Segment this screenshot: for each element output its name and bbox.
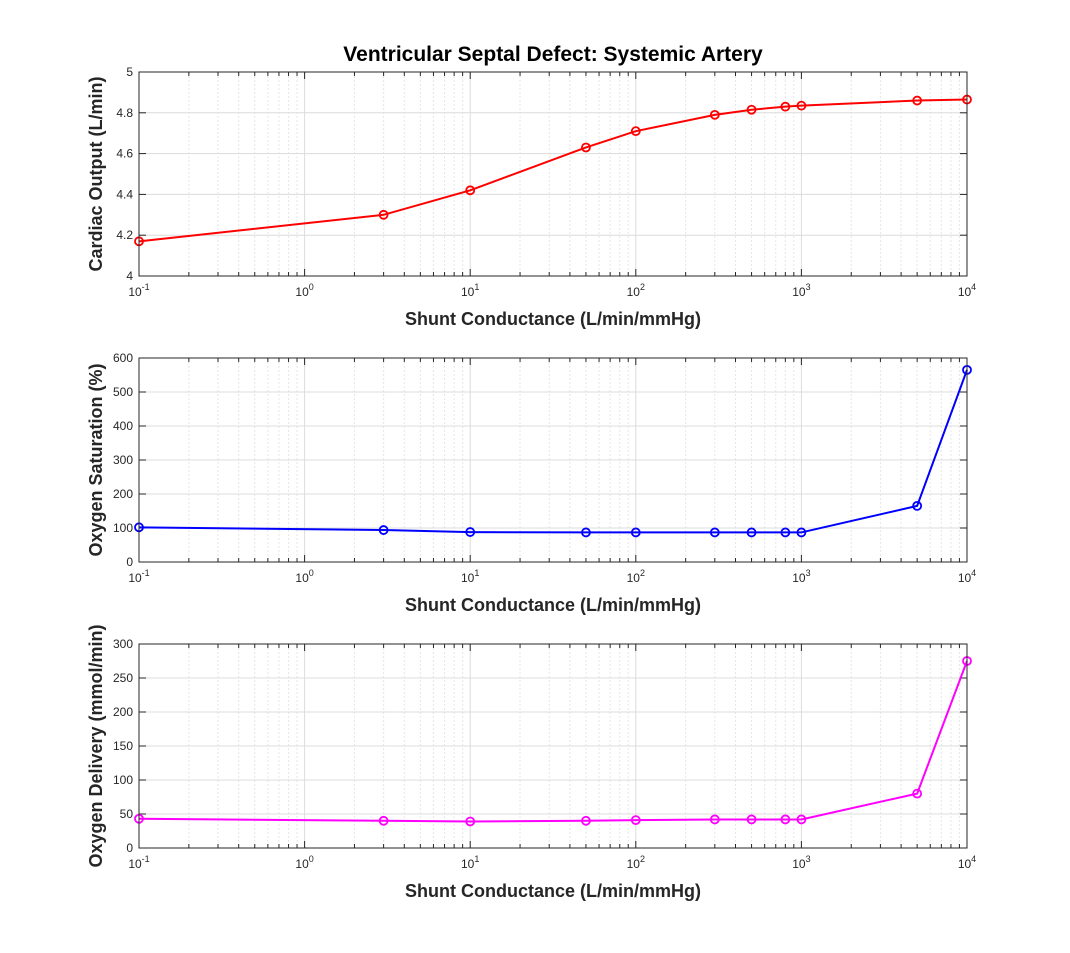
oxygen-delivery-series-line xyxy=(138,660,968,823)
oxygen-delivery-data-point xyxy=(378,815,389,826)
oxygen-saturation-data-point xyxy=(780,527,791,538)
oxygen-saturation-y-tick-label: 0 xyxy=(126,555,133,569)
cardiac-output-data-point xyxy=(780,101,791,112)
oxygen-delivery-axes-frame xyxy=(138,643,968,849)
cardiac-output-y-axis-label: Cardiac Output (L/min) xyxy=(86,77,106,272)
cardiac-output-y-tick-label: 4 xyxy=(126,269,133,283)
oxygen-saturation-y-tick-label: 500 xyxy=(113,385,133,399)
cardiac-output-data-point xyxy=(746,104,757,115)
oxygen-delivery-data-point xyxy=(912,788,923,799)
oxygen-saturation-data-point xyxy=(581,527,591,538)
oxygen-saturation-data-point xyxy=(746,527,757,538)
cardiac-output-x-tick-label: 101 xyxy=(461,282,479,299)
oxygen-delivery-x-tick-label: 104 xyxy=(958,854,976,871)
cardiac-output-x-axis-label: Shunt Conductance (L/min/mmHg) xyxy=(405,309,701,329)
cardiac-output-ticks: 4 4.2 4.4 4.6 4.8 5 10-1 100 101 102 103 104 xyxy=(116,65,976,299)
oxygen-delivery-x-tick-label: 103 xyxy=(792,854,810,871)
oxygen-delivery-x-tick-label: 100 xyxy=(295,854,313,871)
oxygen-saturation-axes-frame xyxy=(138,357,968,563)
figure-title: Ventricular Septal Defect: Systemic Arte… xyxy=(343,43,763,66)
cardiac-output-y-tick-label: 4.2 xyxy=(116,228,133,242)
oxygen-delivery-y-axis-label: Oxygen Delivery (mmol/min) xyxy=(86,624,106,867)
cardiac-output-x-tick-label: 10-1 xyxy=(128,282,149,299)
oxygen-delivery-ticks: 0 50 100 150 200 250 300 10-1 100 101 102 103 104 xyxy=(113,637,976,871)
oxygen-delivery-x-tick-label: 101 xyxy=(461,854,479,871)
oxygen-saturation-series-line xyxy=(138,369,968,534)
oxygen-delivery-x-tick-label: 102 xyxy=(627,854,645,871)
oxygen-saturation-x-tick-label: 10-1 xyxy=(128,568,149,585)
oxygen-delivery-data-point xyxy=(465,816,476,827)
oxygen-saturation-x-tick-label: 100 xyxy=(295,568,313,585)
oxygen-saturation-data-point xyxy=(709,527,720,538)
oxygen-delivery-y-tick-label: 100 xyxy=(113,773,133,787)
subplots-container: 4 4.2 4.4 4.6 4.8 5 10-1 100 101 102 103 104 Shunt C… xyxy=(86,65,976,901)
oxygen-saturation-y-tick-label: 100 xyxy=(113,521,133,535)
oxygen-delivery-data-point xyxy=(796,814,807,825)
oxygen-saturation-data-point xyxy=(378,525,389,535)
oxygen-saturation-subplot: 0 100 200 300 400 500 600 10-1 100 101 102 103 104 Sh… xyxy=(86,351,976,615)
oxygen-saturation-y-tick-label: 600 xyxy=(113,351,133,365)
cardiac-output-data-point xyxy=(378,209,389,220)
cardiac-output-series-line xyxy=(138,98,968,243)
oxygen-saturation-x-tick-label: 102 xyxy=(627,568,645,585)
oxygen-delivery-data-point xyxy=(746,814,757,825)
cardiac-output-axes-background xyxy=(139,72,967,276)
cardiac-output-data-point xyxy=(709,109,720,120)
oxygen-delivery-data-point xyxy=(630,815,641,826)
cardiac-output-x-tick-label: 104 xyxy=(958,282,976,299)
cardiac-output-data-point xyxy=(796,100,807,111)
oxygen-saturation-ticks: 0 100 200 300 400 500 600 10-1 100 101 102 103 104 xyxy=(113,351,976,585)
oxygen-delivery-subplot: 0 50 100 150 200 250 300 10-1 100 101 102 103 104 Shu… xyxy=(86,624,976,901)
oxygen-saturation-y-tick-label: 200 xyxy=(113,487,133,501)
oxygen-saturation-x-tick-label: 101 xyxy=(461,568,479,585)
oxygen-saturation-x-axis-label: Shunt Conductance (L/min/mmHg) xyxy=(405,595,701,615)
oxygen-saturation-data-point xyxy=(465,527,476,537)
oxygen-delivery-y-tick-label: 250 xyxy=(113,671,133,685)
oxygen-saturation-y-tick-label: 300 xyxy=(113,453,133,467)
cardiac-output-axes-frame xyxy=(138,71,968,277)
oxygen-saturation-y-axis-label: Oxygen Saturation (%) xyxy=(86,363,106,556)
oxygen-delivery-y-tick-label: 50 xyxy=(120,807,134,821)
cardiac-output-y-tick-label: 5 xyxy=(126,65,133,79)
cardiac-output-y-tick-label: 4.6 xyxy=(116,147,133,161)
cardiac-output-x-tick-label: 103 xyxy=(792,282,810,299)
oxygen-saturation-x-tick-label: 103 xyxy=(792,568,810,585)
oxygen-delivery-data-point xyxy=(709,814,720,825)
oxygen-delivery-x-axis-label: Shunt Conductance (L/min/mmHg) xyxy=(405,881,701,901)
cardiac-output-y-tick-label: 4.8 xyxy=(116,106,133,120)
cardiac-output-data-point xyxy=(630,126,641,137)
oxygen-delivery-y-tick-label: 0 xyxy=(126,841,133,855)
oxygen-delivery-y-tick-label: 150 xyxy=(113,739,133,753)
cardiac-output-x-tick-label: 100 xyxy=(295,282,313,299)
oxygen-saturation-data-point xyxy=(630,527,641,538)
oxygen-saturation-data-point xyxy=(796,527,807,538)
oxygen-delivery-y-tick-label: 300 xyxy=(113,637,133,651)
oxygen-delivery-x-tick-label: 10-1 xyxy=(128,854,149,871)
cardiac-output-x-tick-label: 102 xyxy=(627,282,645,299)
oxygen-delivery-y-tick-label: 200 xyxy=(113,705,133,719)
cardiac-output-y-tick-label: 4.4 xyxy=(116,187,133,201)
cardiac-output-data-point xyxy=(912,95,923,106)
oxygen-delivery-data-point xyxy=(780,814,791,825)
cardiac-output-subplot: 4 4.2 4.4 4.6 4.8 5 10-1 100 101 102 103 104 Shunt C… xyxy=(86,65,976,329)
oxygen-delivery-data-point xyxy=(581,815,591,826)
oxygen-saturation-x-tick-label: 104 xyxy=(958,568,976,585)
cardiac-output-data-point xyxy=(465,185,476,196)
oxygen-saturation-y-tick-label: 400 xyxy=(113,419,133,433)
oxygen-saturation-data-point xyxy=(912,500,923,511)
cardiac-output-data-point xyxy=(581,142,591,153)
